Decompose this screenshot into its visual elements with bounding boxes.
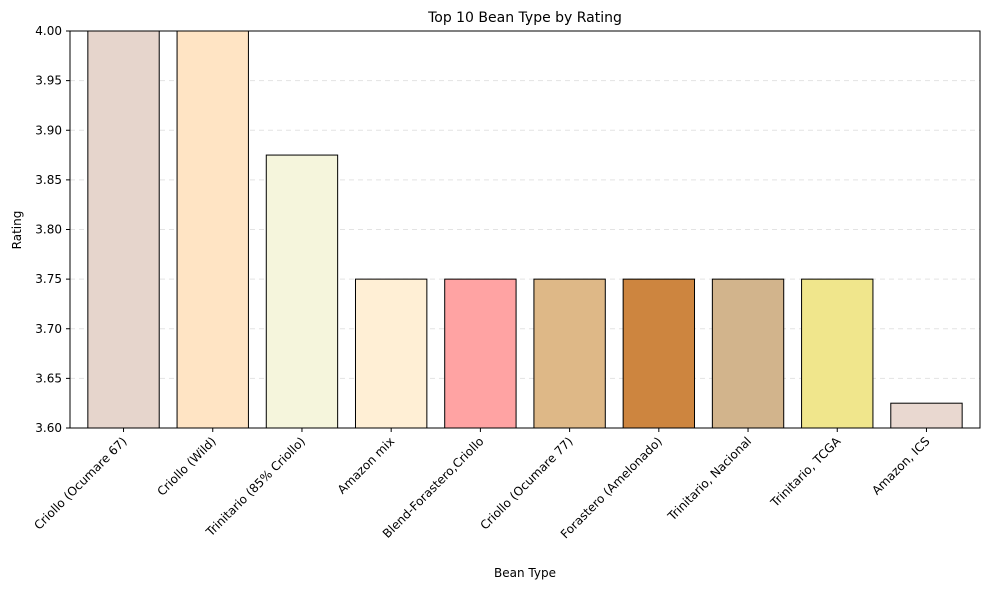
y-tick-label: 3.95 <box>35 74 62 88</box>
bar <box>87 30 160 429</box>
bar <box>533 278 606 429</box>
y-axis-ticks: 3.60 3.65 3.70 3.75 3.80 3.85 3.90 3.95 4.00 <box>35 24 70 435</box>
y-tick-label: 3.85 <box>35 173 62 187</box>
y-tick-label: 3.70 <box>35 322 62 336</box>
bars <box>87 30 963 429</box>
y-tick-label: 4.00 <box>35 24 62 38</box>
y-tick-label: 3.60 <box>35 421 62 435</box>
bar <box>890 402 963 429</box>
x-tick-label: Trinitario, TCGA <box>767 434 844 511</box>
x-tick-label: Trinitario (85% Criollo) <box>203 434 308 539</box>
x-tick-label: Forastero (Amelonado) <box>558 434 665 541</box>
y-tick-label: 3.90 <box>35 123 62 137</box>
x-tick-label: Trinitario, Nacional <box>664 434 754 524</box>
bar <box>711 278 785 429</box>
chart-title: Top 10 Bean Type by Rating <box>427 10 622 26</box>
x-tick-label: Blend-Forastero,Criollo <box>380 434 487 541</box>
y-tick-label: 3.80 <box>35 223 62 237</box>
bar <box>354 278 428 429</box>
bar <box>176 30 249 429</box>
x-tick-label: Criollo (Wild) <box>154 434 218 498</box>
x-tick-label: Amazon, ICS <box>869 434 932 497</box>
bar <box>801 278 874 429</box>
bar <box>444 278 517 429</box>
y-tick-label: 3.75 <box>35 272 62 286</box>
x-axis-label: Bean Type <box>494 566 556 580</box>
y-axis-label: Rating <box>10 211 24 250</box>
x-tick-label: Criollo (Ocumare 77) <box>477 434 575 532</box>
x-axis-ticks: Criollo (Ocumare 67) Criollo (Wild)Trinit… <box>31 428 933 541</box>
y-tick-label: 3.65 <box>35 371 62 385</box>
x-tick-label: Amazon mix <box>335 434 398 497</box>
bar <box>265 154 339 429</box>
bar <box>622 278 696 429</box>
x-tick-label: Criollo (Ocumare 67) <box>31 434 129 532</box>
